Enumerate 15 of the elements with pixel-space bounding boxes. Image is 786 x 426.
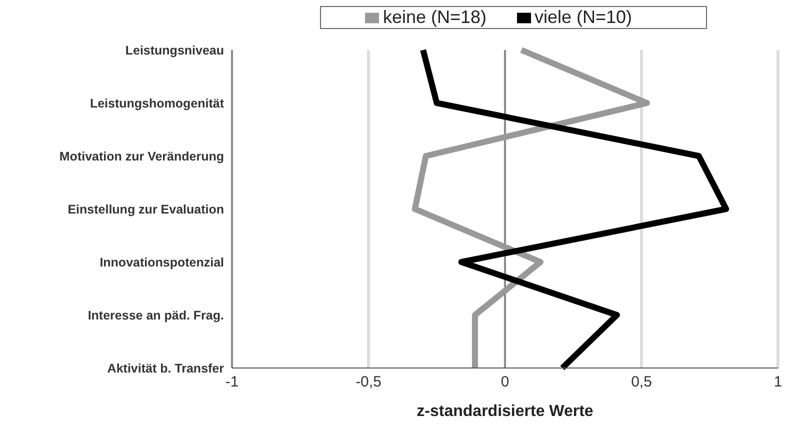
x-tick-label: 1 xyxy=(774,374,782,391)
legend-label: keine (N=18) xyxy=(382,7,486,27)
y-tick-label: Aktivität b. Transfer xyxy=(107,361,224,376)
y-tick-label: Motivation zur Veränderung xyxy=(59,149,224,164)
y-tick-label: Leistungshomogenität xyxy=(90,96,225,110)
y-tick-label: Leistungsniveau xyxy=(125,43,224,58)
x-tick-label: -0,5 xyxy=(356,374,382,391)
y-tick-label: Interesse an päd. Frag. xyxy=(88,308,224,322)
x-tick-label: 0 xyxy=(500,374,510,391)
legend-label: viele (N=10) xyxy=(534,7,632,27)
y-tick-label: Einstellung zur Evaluation xyxy=(68,202,224,216)
x-axis-title: z-standardisierte Werte xyxy=(416,403,594,420)
x-tick-label: 0,5 xyxy=(631,374,652,391)
x-tick-label: -1 xyxy=(225,374,239,391)
y-tick-label: Innovationspotenzial xyxy=(100,255,224,270)
